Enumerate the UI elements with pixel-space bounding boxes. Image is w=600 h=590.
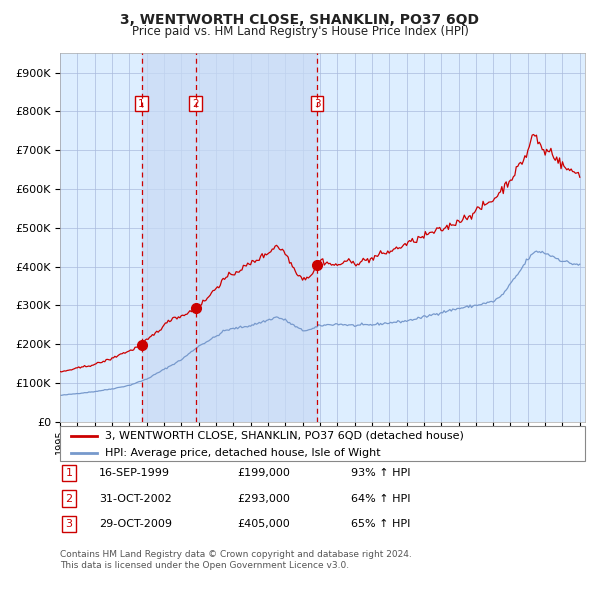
- Text: 1: 1: [138, 99, 145, 109]
- Text: £293,000: £293,000: [237, 494, 290, 503]
- Text: 3, WENTWORTH CLOSE, SHANKLIN, PO37 6QD (detached house): 3, WENTWORTH CLOSE, SHANKLIN, PO37 6QD (…: [104, 431, 464, 441]
- Text: 64% ↑ HPI: 64% ↑ HPI: [351, 494, 410, 503]
- Text: Contains HM Land Registry data © Crown copyright and database right 2024.: Contains HM Land Registry data © Crown c…: [60, 550, 412, 559]
- Text: 3, WENTWORTH CLOSE, SHANKLIN, PO37 6QD: 3, WENTWORTH CLOSE, SHANKLIN, PO37 6QD: [121, 13, 479, 27]
- Text: £405,000: £405,000: [237, 519, 290, 529]
- Text: 31-OCT-2002: 31-OCT-2002: [99, 494, 172, 503]
- Text: 2: 2: [65, 494, 73, 503]
- Text: 2: 2: [193, 99, 199, 109]
- Text: 16-SEP-1999: 16-SEP-1999: [99, 468, 170, 478]
- Text: Price paid vs. HM Land Registry's House Price Index (HPI): Price paid vs. HM Land Registry's House …: [131, 25, 469, 38]
- Text: 3: 3: [65, 519, 73, 529]
- Text: 3: 3: [314, 99, 320, 109]
- Text: 1: 1: [65, 468, 73, 478]
- Bar: [142, 53, 196, 422]
- Text: 29-OCT-2009: 29-OCT-2009: [99, 519, 172, 529]
- Text: £199,000: £199,000: [237, 468, 290, 478]
- Text: 93% ↑ HPI: 93% ↑ HPI: [351, 468, 410, 478]
- Bar: [196, 53, 317, 422]
- Text: 65% ↑ HPI: 65% ↑ HPI: [351, 519, 410, 529]
- Text: This data is licensed under the Open Government Licence v3.0.: This data is licensed under the Open Gov…: [60, 560, 349, 569]
- Text: HPI: Average price, detached house, Isle of Wight: HPI: Average price, detached house, Isle…: [104, 448, 380, 457]
